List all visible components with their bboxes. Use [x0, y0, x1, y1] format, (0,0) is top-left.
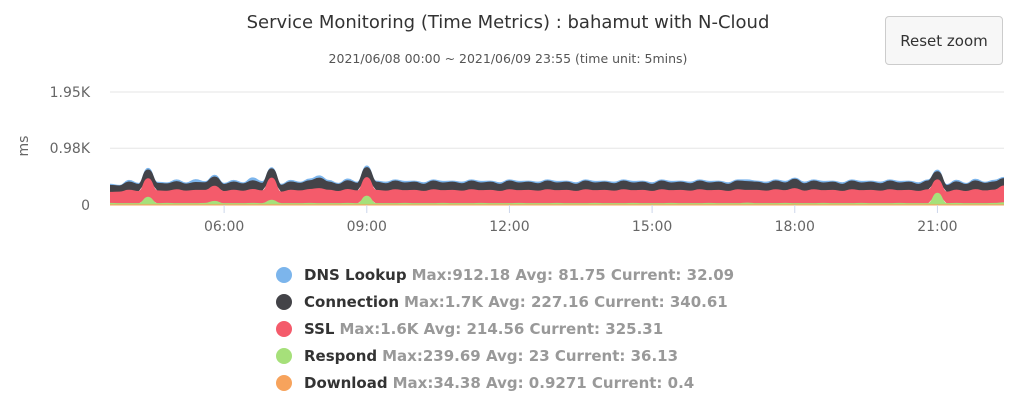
series-line-ssl: [109, 177, 1005, 194]
y-axis-label: ms: [16, 136, 32, 157]
legend-marker: [276, 374, 292, 391]
series-line-connection: [109, 167, 1005, 188]
x-tick-label: 12:00: [489, 219, 529, 235]
y-tick-label: 0: [81, 198, 90, 214]
legend-series-name: Download: [304, 373, 388, 392]
reset-zoom-button[interactable]: Reset zoom: [885, 16, 1003, 65]
chart-legend: DNS Lookup Max:912.18 Avg: 81.75 Current:…: [276, 261, 734, 396]
legend-marker: [276, 293, 292, 310]
series-line-respond: [109, 192, 1005, 205]
legend-series-stats: Max:1.6K Avg: 214.56 Current: 325.31: [339, 319, 664, 338]
legend-item-dns-lookup[interactable]: DNS Lookup Max:912.18 Avg: 81.75 Current:…: [276, 261, 734, 288]
y-tick-label: 1.95K: [50, 85, 91, 101]
legend-item-respond[interactable]: Respond Max:239.69 Avg: 23 Current: 36.13: [276, 342, 734, 369]
legend-item-download[interactable]: Download Max:34.38 Avg: 0.9271 Current: 0…: [276, 369, 734, 396]
legend-marker: [276, 347, 292, 364]
legend-series-name: Connection: [304, 292, 400, 311]
axes: 1.95K 0.98K 0 06:00 09:00 12:00 15:00 18:00 21:0…: [50, 85, 958, 235]
x-tick-label: 06:00: [204, 219, 244, 235]
x-tick-label: 15:00: [632, 219, 672, 235]
legend-series-name: DNS Lookup: [304, 265, 407, 284]
legend-series-name: Respond: [304, 346, 378, 365]
legend-marker: [276, 266, 292, 283]
chart-subtitle: 2021/06/08 00:00 ~ 2021/06/09 23:55 (tim…: [328, 51, 688, 66]
legend-series-stats: Max:239.69 Avg: 23 Current: 36.13: [382, 346, 679, 365]
legend-series-stats: Max:912.18 Avg: 81.75 Current: 32.09: [411, 265, 735, 284]
legend-marker: [276, 320, 292, 337]
series-areas: [109, 165, 1005, 206]
legend-item-ssl[interactable]: SSL Max:1.6K Avg: 214.56 Current: 325.31: [276, 315, 734, 342]
legend-item-connection[interactable]: Connection Max:1.7K Avg: 227.16 Current: …: [276, 288, 734, 315]
chart-title: Service Monitoring (Time Metrics) : baha…: [246, 12, 770, 33]
x-tick-label: 21:00: [917, 219, 957, 235]
x-tick-label: 18:00: [775, 219, 815, 235]
legend-series-stats: Max:1.7K Avg: 227.16 Current: 340.61: [404, 292, 728, 311]
y-tick-label: 0.98K: [50, 141, 91, 157]
x-tick-label: 09:00: [347, 219, 387, 235]
legend-series-name: SSL: [304, 319, 335, 338]
legend-series-stats: Max:34.38 Avg: 0.9271 Current: 0.4: [392, 373, 695, 392]
series-line-dns-lookup: [109, 165, 1005, 187]
series-area-connection: [110, 168, 1004, 193]
chart-plot-area: 1.95K 0.98K 0 06:00 09:00 12:00 15:00 18:00 21:0…: [16, 85, 1005, 235]
